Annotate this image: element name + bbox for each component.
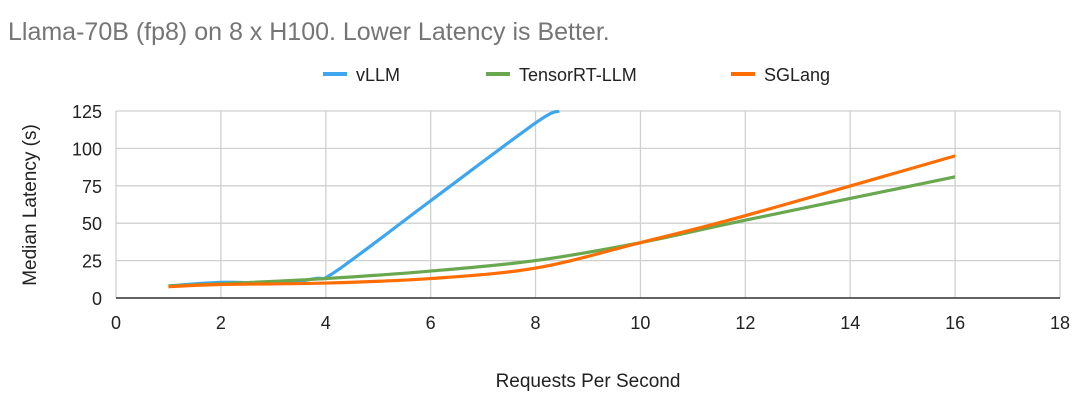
tick-labels: 0 2 4 6 8 10 12 14 16 18 0 25 50 75 100 125 <box>72 102 1070 333</box>
legend-item-tensorrt-llm: TensorRT-LLM <box>486 65 637 85</box>
series-line-tensorrt-llm <box>168 175 956 288</box>
x-tick-label: 6 <box>426 313 436 333</box>
legend-item-vllm: vLLM <box>323 65 400 85</box>
y-tick-label: 25 <box>82 252 102 272</box>
legend-label: TensorRT-LLM <box>519 65 637 85</box>
legend-label: vLLM <box>356 65 400 85</box>
y-tick-label: 75 <box>82 177 102 197</box>
x-axis-label: Requests Per Second <box>496 371 681 392</box>
x-tick-label: 8 <box>531 313 541 333</box>
x-tick-label: 16 <box>945 313 965 333</box>
x-tick-label: 18 <box>1050 313 1070 333</box>
series-line-vllm <box>168 110 560 288</box>
x-tick-label: 12 <box>735 313 755 333</box>
series-lines <box>168 110 956 289</box>
series-line-sglang <box>168 154 956 289</box>
x-tick-label: 4 <box>321 313 331 333</box>
x-tick-label: 2 <box>216 313 226 333</box>
y-tick-label: 100 <box>72 139 102 159</box>
legend: vLLM TensorRT-LLM SGLang <box>323 65 830 85</box>
legend-item-sglang: SGLang <box>731 65 830 85</box>
y-axis-label: Median Latency (s) <box>20 124 41 286</box>
y-tick-label: 50 <box>82 214 102 234</box>
grid <box>115 110 1061 299</box>
x-tick-label: 10 <box>630 313 650 333</box>
y-tick-label: 125 <box>72 102 102 122</box>
x-tick-label: 14 <box>840 313 860 333</box>
y-tick-label: 0 <box>92 289 102 309</box>
chart-title: Llama-70B (fp8) on 8 x H100. Lower Laten… <box>8 18 610 46</box>
x-tick-label: 0 <box>111 313 121 333</box>
legend-label: SGLang <box>764 65 830 85</box>
